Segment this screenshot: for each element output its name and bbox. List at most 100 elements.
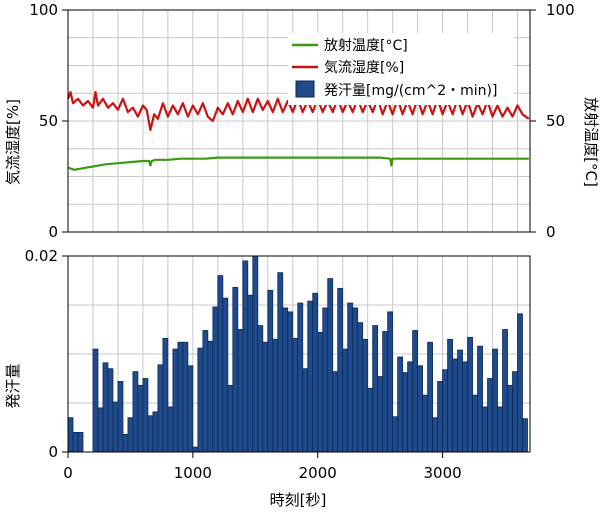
sweat-bar xyxy=(262,341,269,453)
sweat-bar xyxy=(517,313,523,453)
right-tick-label: 50 xyxy=(546,112,565,130)
sweat-bar xyxy=(502,329,508,453)
sweat-bar xyxy=(177,341,184,453)
sweat-bar xyxy=(132,371,139,453)
x-tick-label: 2000 xyxy=(299,464,337,482)
legend-label-radiation: 放射温度[°C] xyxy=(324,38,408,54)
sweat-bar xyxy=(407,361,414,453)
sweat-bar xyxy=(412,330,419,453)
sweat-bar xyxy=(347,302,354,453)
sweat-bar xyxy=(207,340,214,453)
x-tick-label: 0 xyxy=(63,464,73,482)
sweat-bar xyxy=(377,376,384,453)
sweat-bar xyxy=(272,338,279,453)
sweat-bar xyxy=(297,302,304,453)
sweat-bar xyxy=(292,337,299,453)
left-tick-label: 100 xyxy=(29,1,58,19)
sweat-bar xyxy=(122,433,129,453)
sweat-bar xyxy=(147,415,154,453)
sweat-bar xyxy=(307,300,314,453)
sweat-bar xyxy=(172,348,179,453)
sweat-bar xyxy=(472,394,478,453)
sweat-bar xyxy=(72,431,79,453)
sweat-bar xyxy=(382,331,389,453)
sweat-bar xyxy=(212,306,219,453)
sweat-bar xyxy=(442,369,448,453)
sweat-bar xyxy=(462,361,468,453)
sweat-bar xyxy=(97,407,104,453)
sweat-bar xyxy=(302,368,309,453)
sweat-bar xyxy=(202,330,209,453)
sweat-bar xyxy=(167,406,174,453)
left-axis-label-top: 気流湿度[%] xyxy=(4,99,22,185)
x-axis-label: 時刻[秒] xyxy=(270,491,327,509)
sweat-bar xyxy=(337,287,344,453)
x-tick-label: 3000 xyxy=(424,464,462,482)
sweat-bar xyxy=(317,332,324,453)
sweat-bar xyxy=(327,278,334,453)
sweat-bar xyxy=(242,260,249,453)
sweat-bar xyxy=(357,322,364,453)
sweat-bar xyxy=(142,378,149,453)
sweat-bar xyxy=(137,384,144,453)
sweat-bar xyxy=(92,348,99,453)
sweat-bar xyxy=(457,349,463,453)
legend-label-humidity: 気流湿度[%] xyxy=(324,60,404,76)
sweat-bar xyxy=(362,338,369,453)
sweat-bar xyxy=(402,372,409,453)
sweat-bar xyxy=(277,272,284,453)
sweat-bar xyxy=(352,307,359,453)
legend-label-sweat: 発汗量[mg/(cm^2・min)] xyxy=(324,83,497,99)
sweat-bar xyxy=(397,356,404,453)
right-tick-label: 0 xyxy=(546,223,556,241)
sweat-bar xyxy=(497,406,503,453)
sweat-bar xyxy=(192,446,199,453)
sweat-bar xyxy=(332,371,339,453)
sweat-bar xyxy=(152,411,159,453)
sweat-bar xyxy=(182,341,189,453)
sweat-bar xyxy=(117,381,124,453)
sweat-bar xyxy=(522,418,528,453)
sweat-bar xyxy=(112,401,119,453)
sweat-bar xyxy=(452,358,458,453)
sweat-bar xyxy=(227,384,234,453)
sweat-bar xyxy=(247,294,254,453)
left-tick-label-bottom: 0.02 xyxy=(25,247,58,265)
left-tick-label: 0 xyxy=(48,223,58,241)
sweat-bar xyxy=(102,362,109,453)
sweat-bar xyxy=(67,417,74,453)
sweat-bar xyxy=(312,292,319,453)
plot-frames xyxy=(62,9,536,458)
sweat-bar xyxy=(387,311,394,453)
sweat-bar xyxy=(222,297,229,453)
right-tick-label: 100 xyxy=(546,1,575,19)
radiation-temperature-line xyxy=(67,156,529,171)
right-axis-label-top: 放射温度[°C] xyxy=(582,97,600,187)
sweat-bar xyxy=(342,348,349,453)
sweat-bar xyxy=(237,329,244,453)
sweat-bar xyxy=(77,431,84,453)
sweat-bar xyxy=(287,311,294,453)
sweat-bar xyxy=(187,365,194,453)
left-tick-label-bottom: 0 xyxy=(48,443,58,461)
sweat-bar xyxy=(367,387,374,453)
sweat-bar xyxy=(197,347,204,453)
sweat-bar xyxy=(162,337,169,453)
sweat-bar xyxy=(492,348,498,453)
sweat-bar xyxy=(372,325,379,453)
sweat-bar xyxy=(392,416,399,453)
sweat-bar xyxy=(482,406,488,453)
sweat-bar xyxy=(512,371,518,453)
sweat-bar xyxy=(217,275,224,453)
legend-swatch-sweat xyxy=(295,80,315,98)
sweat-bar xyxy=(232,286,239,453)
sweat-bar xyxy=(127,417,134,453)
sweat-bar xyxy=(422,394,429,453)
sweat-bar xyxy=(487,378,493,453)
sweat-bar xyxy=(252,255,259,453)
x-tick-label: 1000 xyxy=(174,464,212,482)
sweat-bar xyxy=(107,368,114,453)
legend: 放射温度[°C] 気流湿度[%] 発汗量[mg/(cm^2・min)] xyxy=(288,33,514,105)
sweat-bar xyxy=(427,341,434,453)
